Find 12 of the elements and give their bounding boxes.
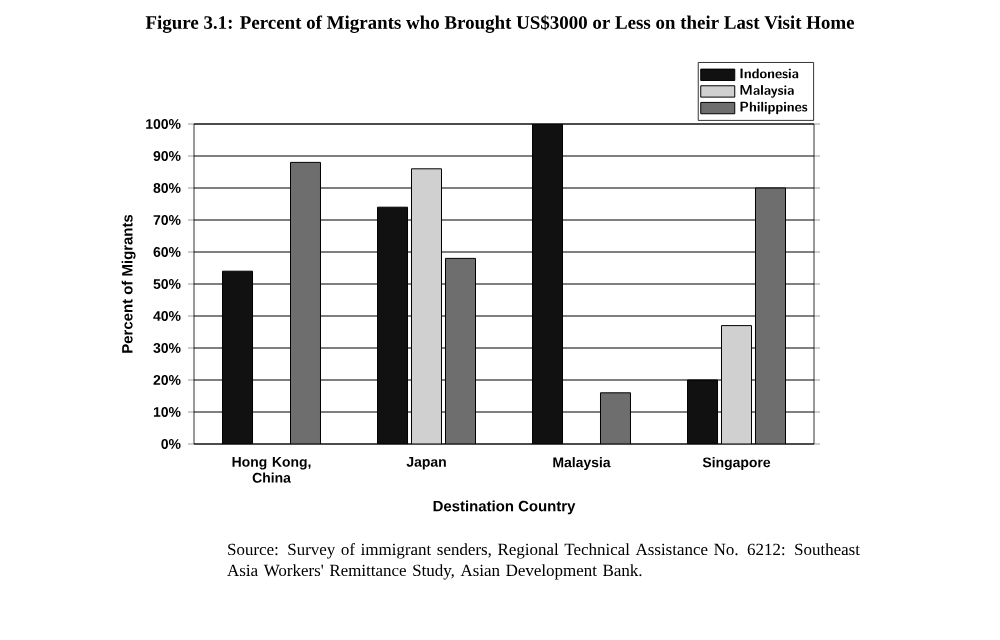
bar	[444, 257, 476, 444]
chart-title: Figure 3.1: Percent of Migrants who Brought US$3000 or Less on their Last Visit Home	[145, 15, 855, 33]
bar	[532, 124, 564, 444]
bar	[222, 270, 254, 444]
bar	[754, 187, 786, 444]
source-note: Source: Survey of immigrant senders, Regional Technical Assistance No. 6212: Southeast Asia Workers' Remittance Study, Asian Development Bank.	[227, 543, 860, 580]
bar	[721, 325, 753, 444]
bar	[599, 392, 631, 444]
bar	[687, 379, 719, 444]
bar	[411, 168, 443, 444]
bar	[377, 206, 409, 444]
bar	[289, 161, 321, 444]
